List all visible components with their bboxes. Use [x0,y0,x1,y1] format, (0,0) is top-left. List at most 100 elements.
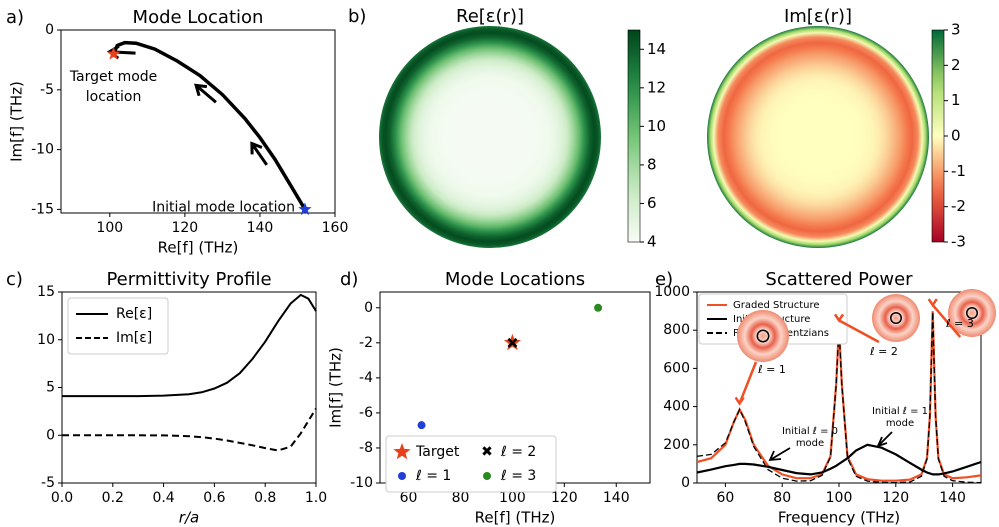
figure: 100120140160-15-10-50Mode Locationa)Re[f… [0,0,999,527]
y-tick-label: -4 [359,370,373,386]
panel-title: Scattered Power [765,269,913,290]
x-tick-label: 0.2 [102,490,124,506]
colorbar-tick-label: 1 [951,91,961,109]
annotation: Initial ℓ = 0 [782,426,838,437]
colorbar-tick-label: 0 [951,127,961,145]
y-tick-label: 600 [663,360,690,376]
annotation-arrow [878,432,892,446]
x-tick-label: 1.0 [305,490,327,506]
marker-label: Target mode [69,69,157,85]
heatmap-disc [707,26,929,248]
x-tick-label: 0.8 [254,490,276,506]
x-tick-label: 140 [247,220,274,236]
colorbar-tick-label: 2 [951,56,961,74]
colorbar-tick-label: 6 [647,194,657,212]
x-tick-label: 60 [716,490,734,506]
annotation: mode [886,418,914,429]
panel-title: Mode Locations [445,269,585,290]
x-tick-label: 160 [322,220,349,236]
y-tick-label: 400 [663,399,690,415]
y-tick-label: -6 [359,405,373,421]
colorbar-tick-label: 10 [647,117,666,135]
point [594,304,602,312]
colorbar [628,30,640,242]
annotation: ℓ = 1 [757,363,786,376]
y-tick-label: -10 [350,475,373,491]
x-tick-label: 140 [939,490,966,506]
colorbar-tick-label: -1 [951,162,966,180]
x-tick-label: 120 [882,490,909,506]
curve [114,43,306,210]
heatmap-disc [379,26,601,248]
marker-label: location [86,89,142,105]
colorbar-tick-label: 12 [647,78,666,96]
x-tick-label: 0.6 [203,490,225,506]
y-tick-label: 10 [37,332,55,348]
annotation: Initial ℓ = 1 [872,406,928,417]
panel-title: Re[ε(r)] [456,6,524,27]
y-tick-label: -15 [31,201,54,217]
y-axis-label: Im[f] (THz) [8,81,26,162]
legend-marker: ✖ [481,444,493,460]
colorbar-tick-label: 8 [647,155,657,173]
x-tick-label: 0.4 [152,490,174,506]
panel-title: Mode Location [133,7,264,28]
panel-label: a) [6,7,24,28]
y-tick-label: 0 [46,427,55,443]
legend-marker [483,472,491,480]
legend-label: ℓ = 2 [500,444,536,460]
legend-label: Im[ε] [116,330,152,346]
profile-line [62,409,316,451]
y-tick-label: -10 [31,142,54,158]
panel-label: e) [655,269,673,290]
colorbar-tick-label: -3 [951,233,966,251]
y-tick-label: 0 [45,22,54,38]
y-tick-label: 200 [663,437,690,453]
legend-label: Target [415,444,460,460]
y-tick-label: -2 [359,335,373,351]
colorbar-tick-label: 14 [647,40,666,58]
colorbar [932,30,944,242]
legend-label: ℓ = 3 [500,468,536,484]
x-axis-label: r/a [179,509,199,527]
x-tick-label: 0.0 [51,490,73,506]
panel-title: Permittivity Profile [106,269,271,290]
panel-label: d) [340,269,358,290]
panel-title: Im[ε(r)] [784,6,852,27]
y-tick-label: 15 [37,284,55,300]
x-axis-label: Frequency (THz) [778,509,900,527]
y-tick-label: 5 [46,380,55,396]
x-tick-label: 140 [603,490,630,506]
x-tick-label: 120 [551,490,578,506]
y-tick-label: 0 [364,300,373,316]
annotation: ℓ = 3 [945,317,974,330]
y-tick-label: -5 [40,82,54,98]
point [418,421,426,429]
legend-marker [398,472,406,480]
inset-arrow [736,362,756,403]
colorbar-tick-label: 3 [951,21,961,39]
panel-label: b) [348,6,366,27]
y-tick-label: 0 [681,475,690,491]
axes-frame [61,30,335,213]
legend-label: ℓ = 1 [415,468,451,484]
legend-label: Graded Structure [733,300,820,311]
annotation: ℓ = 2 [869,345,898,358]
marker-label: Initial mode location [152,199,295,215]
y-axis-label: Im[f] (THz) [327,347,345,428]
y-tick-label: -5 [41,475,55,491]
x-tick-label: 120 [171,220,198,236]
mode-inset [872,294,920,342]
y-tick-label: -8 [359,440,373,456]
legend-label: Re[ε] [116,306,152,322]
x-tick-label: 100 [826,490,853,506]
x-axis-label: Re[f] (THz) [158,239,239,257]
annotation: mode [796,438,824,449]
annotation-arrow [770,448,790,460]
y-tick-label: 800 [663,322,690,338]
colorbar-tick-label: 4 [647,233,657,251]
panel-label: c) [6,269,23,290]
x-tick-label: 100 [96,220,123,236]
x-tick-label: 80 [773,490,791,506]
colorbar-tick-label: -2 [951,197,966,215]
